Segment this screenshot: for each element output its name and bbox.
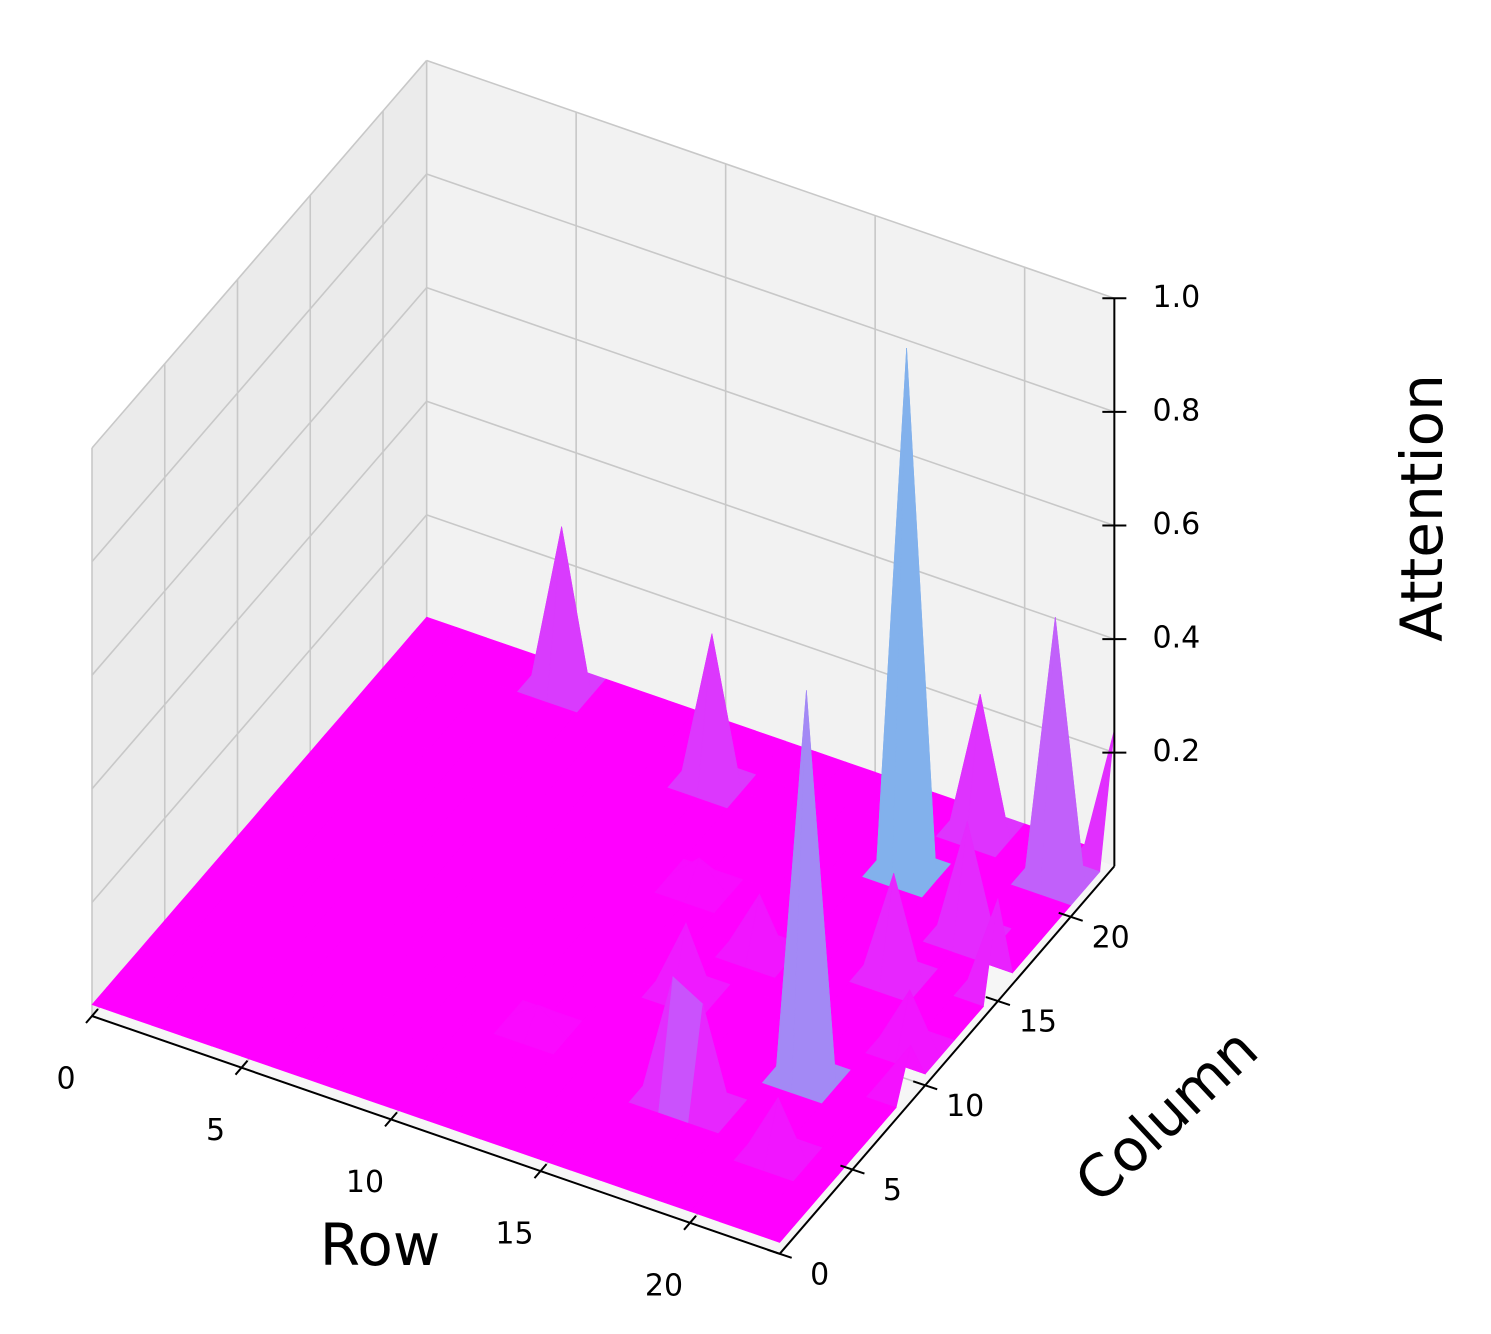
x-tick-label: 5 <box>206 1113 225 1148</box>
y-tick-label: 20 <box>1092 920 1130 955</box>
tick-labels: 0 5 10 15 20 0 5 10 15 20 0.2 0.4 0.6 0.8 1.0 <box>56 280 1200 1304</box>
left-grid-line <box>91 514 428 903</box>
z-tick-label: 0.4 <box>1152 621 1200 656</box>
left-grid-line <box>91 59 428 449</box>
y-tick-label: 10 <box>946 1089 984 1124</box>
z-tick-label: 1.0 <box>1152 280 1200 315</box>
x-tick-mark <box>234 1060 249 1076</box>
back-grid-line <box>426 173 1115 413</box>
x-axis-label: Row <box>320 1211 441 1279</box>
y-axis-line <box>778 865 1116 1255</box>
y-tick-label: 15 <box>1019 1005 1057 1040</box>
back-grid-line <box>426 286 1115 527</box>
left-grid-line <box>91 400 428 790</box>
y-axis-label: Column <box>1062 1015 1271 1216</box>
y-tick-mark <box>985 996 1011 1007</box>
y-tick-mark <box>840 1164 865 1175</box>
z-tick-label: 0.2 <box>1152 734 1200 769</box>
surface-patch <box>749 1214 795 1243</box>
y-tick-label: 0 <box>810 1257 829 1292</box>
z-axis-label: Attention <box>1388 374 1456 642</box>
y-tick-mark <box>1058 911 1084 922</box>
attention-surface <box>91 347 1115 1243</box>
left-grid-line <box>91 287 428 676</box>
back-grid-line <box>426 400 1115 640</box>
left-grid-line <box>91 173 428 563</box>
x-tick-label: 15 <box>495 1217 533 1252</box>
back-grid-line <box>426 59 1115 300</box>
y-tick-mark <box>912 1080 938 1091</box>
x-tick-label: 20 <box>645 1268 683 1303</box>
x-tick-label: 10 <box>346 1165 384 1200</box>
back-pane <box>426 60 1115 867</box>
axis-lines <box>91 298 1116 1255</box>
x-axis-line <box>91 1015 781 1255</box>
x-tick-mark <box>85 1008 99 1024</box>
x-tick-mark <box>683 1215 697 1231</box>
x-tick-mark <box>384 1111 398 1128</box>
z-tick-label: 0.8 <box>1152 393 1200 428</box>
x-tick-mark <box>533 1163 548 1179</box>
y-tick-label: 5 <box>883 1173 902 1208</box>
z-tick-label: 0.6 <box>1152 507 1200 542</box>
y-tick-mark <box>767 1248 793 1259</box>
x-tick-label: 0 <box>56 1062 75 1097</box>
left-pane <box>92 60 427 1016</box>
back-grid-line <box>426 514 1115 754</box>
